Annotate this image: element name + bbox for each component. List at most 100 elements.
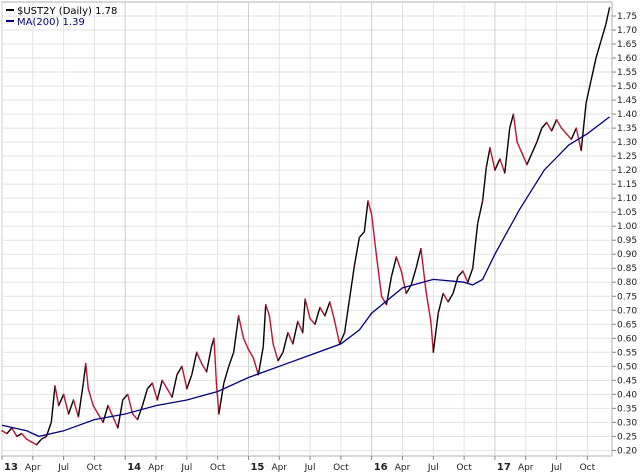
price-data-point <box>385 304 388 306</box>
price-data-point <box>363 231 365 233</box>
y-axis: 0.20 0.25 0.30 0.35 0.40 0.45 0.50 0.55 0.60 0.65… <box>612 12 637 456</box>
price-data-point <box>565 133 568 135</box>
price-line-segment <box>117 399 124 429</box>
price-data-point <box>405 292 407 295</box>
price-data-point <box>371 214 373 216</box>
price-data-point <box>268 315 271 317</box>
price-line-segment <box>242 337 250 351</box>
price-line-segment <box>432 312 439 354</box>
price-data-point <box>334 320 336 323</box>
price-data-point <box>400 270 402 272</box>
price-line-segment <box>512 113 518 143</box>
price-data-point <box>358 236 360 239</box>
x-tick-label: Apr <box>518 463 534 473</box>
price-line-segment <box>77 382 85 418</box>
price-data-point <box>430 320 432 323</box>
price-line-segment <box>410 267 417 286</box>
price-data-point <box>282 351 284 353</box>
price-line-segment <box>122 393 129 401</box>
price-data-point <box>151 382 153 384</box>
price-data-point <box>390 276 393 278</box>
price-data-point <box>238 315 240 317</box>
price-data-point <box>77 416 80 418</box>
price-line-segment <box>215 382 220 415</box>
price-data-point <box>452 292 454 295</box>
price-line-segment <box>560 127 568 135</box>
legend: $UST2Y (Daily) 1.78 MA(200) 1.39 <box>6 6 117 28</box>
price-line-segment <box>430 320 435 354</box>
price-line-segment <box>166 388 173 398</box>
price-line-segment <box>25 438 33 443</box>
price-data-point <box>50 421 52 423</box>
price-data-point <box>30 441 33 443</box>
price-data-point <box>555 119 558 121</box>
price-data-point <box>54 385 56 387</box>
price-data-point <box>541 127 543 129</box>
price-line-segment <box>102 404 109 424</box>
y-tick-label: 0.30 <box>617 418 637 428</box>
price-data-point <box>97 413 99 415</box>
price-line-segment <box>50 385 56 424</box>
price-data-point <box>92 404 94 407</box>
price-data-point <box>171 396 173 398</box>
price-data-point <box>287 332 289 334</box>
price-line-segment <box>462 270 469 283</box>
price-data-point <box>546 121 548 124</box>
price-line-segment <box>265 303 271 317</box>
x-tick-label: Jul <box>57 463 69 473</box>
price-data-point <box>499 158 501 160</box>
price-line-segment <box>550 119 558 132</box>
price-line-segment <box>62 393 70 415</box>
price-data-point <box>26 438 28 440</box>
price-line-segment <box>353 236 361 267</box>
price-line-segment <box>257 346 264 376</box>
price-line-segment <box>16 432 23 438</box>
price-line-segment <box>590 57 597 82</box>
price-data-point <box>467 281 469 283</box>
price-line-segment <box>476 200 484 225</box>
x-tick-label: Apr <box>148 463 164 473</box>
price-data-point <box>82 382 84 384</box>
price-data-point <box>35 444 38 446</box>
price-data-point <box>302 332 304 334</box>
price-data-point <box>324 315 326 317</box>
price-line-segment <box>585 79 592 104</box>
price-line-segment <box>268 315 274 345</box>
price-data-point <box>595 57 597 59</box>
price-data-point <box>457 276 459 278</box>
y-tick-label: 0.55 <box>617 348 637 358</box>
price-data-point <box>570 138 572 140</box>
price-data-point <box>314 323 316 325</box>
price-data-point <box>191 374 193 376</box>
price-data-point <box>442 292 444 295</box>
price-line-segment <box>141 388 149 407</box>
price-data-point <box>87 388 89 390</box>
price-line-segment <box>112 416 119 429</box>
price-line-segment <box>287 331 294 345</box>
price-line-segment <box>536 127 543 143</box>
price-line-segment <box>457 270 464 278</box>
y-tick-label: 0.60 <box>617 334 637 344</box>
y-tick-label: 0.75 <box>617 292 637 302</box>
price-data-point <box>297 320 299 323</box>
x-axis: 13 Apr Jul Oct 14 Apr Jul Oct 15 Apr Jul Oct 16 Apr Ju… <box>1 456 596 473</box>
price-data-point <box>367 200 369 202</box>
price-line-segment <box>570 127 577 141</box>
price-line-segment <box>437 292 444 314</box>
price-line-segment <box>420 247 427 292</box>
price-data-point <box>600 40 602 42</box>
y-tick-label: 1.55 <box>617 68 637 78</box>
legend-label-price: $UST2Y (Daily) 1.78 <box>17 6 117 17</box>
price-line-segment <box>605 6 611 26</box>
price-line-segment <box>218 382 225 415</box>
y-tick-label: 1.10 <box>617 194 637 204</box>
price-data-point <box>45 435 47 437</box>
price-line-segment <box>161 379 168 390</box>
price-data-point <box>319 306 321 309</box>
price-data-point <box>437 312 439 314</box>
price-data-point <box>504 172 506 174</box>
x-tick-label: Apr <box>395 463 411 473</box>
price-line-segment <box>277 351 284 362</box>
price-line-segment <box>545 121 553 132</box>
x-tick-label: Oct <box>333 463 349 473</box>
